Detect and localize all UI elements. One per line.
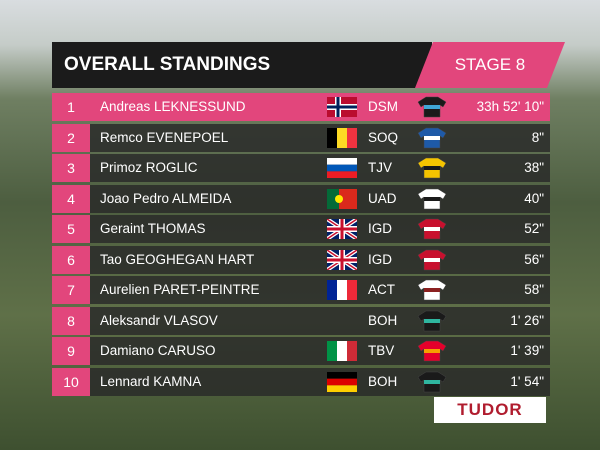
team-code: BOH xyxy=(368,312,398,328)
standing-row: 2 Remco EVENEPOEL SOQ 8" xyxy=(52,123,550,152)
team-jersey xyxy=(417,340,447,362)
flag xyxy=(327,249,357,270)
flag xyxy=(327,371,357,392)
gap-time: 8" xyxy=(531,129,544,145)
rider-name: Geraint THOMAS xyxy=(100,221,206,236)
rider-name: Joao Pedro ALMEIDA xyxy=(100,190,232,206)
rider-name: Andreas LEKNESSUND xyxy=(100,99,246,114)
rank: 10 xyxy=(52,367,90,396)
rank: 2 xyxy=(52,123,90,152)
rider-name: Primoz ROGLIC xyxy=(100,160,198,175)
rank: 6 xyxy=(52,245,90,274)
team-code: ACT xyxy=(368,282,395,297)
flag xyxy=(327,97,357,117)
rider-name: Aleksandr VLASOV xyxy=(100,312,218,328)
standing-row: 3 Primoz ROGLIC TJV 38" xyxy=(52,154,550,182)
rider-name: Remco EVENEPOEL xyxy=(100,129,229,145)
standing-row: 8 Aleksandr VLASOV BOH 1' 26" xyxy=(52,306,550,335)
gap-time: 1' 26" xyxy=(510,312,544,328)
standing-row: 6 Tao GEOGHEGAN HART IGD 56" xyxy=(52,245,550,274)
team-code: DSM xyxy=(368,99,398,114)
team-jersey xyxy=(417,249,447,270)
flag xyxy=(327,219,357,239)
team-jersey xyxy=(417,371,447,392)
standing-row: 1 Andreas LEKNESSUND DSM 33h 52' 10" xyxy=(52,93,550,121)
flag xyxy=(327,158,357,178)
rank: 3 xyxy=(52,154,90,182)
rider-name: Aurelien PARET-PEINTRE xyxy=(100,282,260,297)
gap-time: 38" xyxy=(524,160,544,175)
team-code: BOH xyxy=(368,373,398,389)
rank: 1 xyxy=(52,93,90,121)
team-jersey xyxy=(417,127,447,148)
team-jersey xyxy=(417,188,447,209)
gap-time: 40" xyxy=(524,190,544,206)
standing-row: 5 Geraint THOMAS IGD 52" xyxy=(52,215,550,243)
rider-name: Tao GEOGHEGAN HART xyxy=(100,251,255,267)
rank: 9 xyxy=(52,337,90,365)
team-code: TBV xyxy=(368,343,395,358)
rider-name: Damiano CARUSO xyxy=(100,343,216,358)
gap-time: 56" xyxy=(524,251,544,267)
gap-time: 1' 54" xyxy=(510,373,544,389)
standing-row: 7 Aurelien PARET-PEINTRE ACT 58" xyxy=(52,276,550,304)
rank: 7 xyxy=(52,276,90,304)
gap-time: 33h 52' 10" xyxy=(476,99,544,114)
standing-row: 4 Joao Pedro ALMEIDA UAD 40" xyxy=(52,184,550,213)
team-code: SOQ xyxy=(368,129,399,145)
title: OVERALL STANDINGS xyxy=(52,42,432,88)
rank: 5 xyxy=(52,215,90,243)
gap-time: 52" xyxy=(524,221,544,236)
rider-name: Lennard KAMNA xyxy=(100,373,202,389)
team-jersey xyxy=(417,310,447,331)
gap-time: 58" xyxy=(524,282,544,297)
team-code: IGD xyxy=(368,251,393,267)
team-code: TJV xyxy=(368,160,393,175)
stage: STAGE 8 xyxy=(415,42,565,88)
team-jersey xyxy=(417,218,447,240)
standing-row: 10 Lennard KAMNA BOH 1' 54" xyxy=(52,367,550,396)
team-jersey xyxy=(417,157,447,179)
team-jersey xyxy=(417,279,447,301)
team-code: IGD xyxy=(368,221,393,236)
team-jersey xyxy=(417,96,447,118)
rank: 8 xyxy=(52,306,90,335)
rank: 4 xyxy=(52,184,90,213)
flag xyxy=(327,280,357,300)
flag xyxy=(327,341,357,361)
gap-time: 1' 39" xyxy=(510,343,544,358)
standing-row: 9 Damiano CARUSO TBV 1' 39" xyxy=(52,337,550,365)
flag xyxy=(327,188,357,209)
team-code: UAD xyxy=(368,190,397,206)
flag xyxy=(327,127,357,148)
sponsor-logo: TUDOR xyxy=(434,397,546,423)
